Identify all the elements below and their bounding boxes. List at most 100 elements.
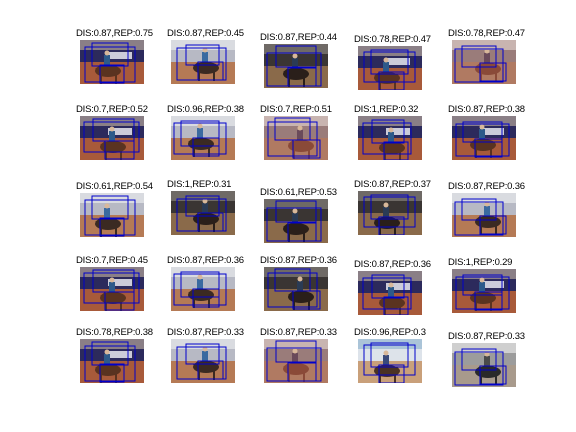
horse-body xyxy=(283,68,309,80)
detection-box xyxy=(455,123,510,157)
banner xyxy=(386,283,410,290)
rider-head xyxy=(292,348,298,354)
arena-wall xyxy=(80,203,144,215)
banner xyxy=(108,279,132,286)
rider-head xyxy=(292,53,298,59)
detection-box xyxy=(378,364,405,383)
horse-photo-thumbnail xyxy=(358,339,422,383)
detection-box xyxy=(461,45,497,68)
detection-box xyxy=(275,200,317,223)
detection-box xyxy=(104,291,135,311)
horse-leg xyxy=(495,376,497,385)
detection-box xyxy=(363,51,416,83)
score-label: DIS:0.7,REP:0.52 xyxy=(76,104,148,115)
horse-body xyxy=(100,141,126,153)
rider xyxy=(292,58,298,68)
horse-leg xyxy=(399,152,401,160)
rider-head xyxy=(104,50,110,56)
horse-body xyxy=(188,138,214,150)
detection-box xyxy=(362,122,412,155)
horse-photo-thumbnail xyxy=(358,46,422,90)
rider-head xyxy=(109,277,115,283)
score-label: DIS:0.87,REP:0.38 xyxy=(448,104,525,115)
score-label: DIS:0.61,REP:0.54 xyxy=(76,181,153,192)
rider xyxy=(197,279,203,289)
horse-photo-thumbnail xyxy=(452,193,516,237)
horse-photo-thumbnail xyxy=(171,191,235,235)
detection-box xyxy=(292,139,321,159)
detection-box xyxy=(383,141,409,160)
rider-head xyxy=(197,274,203,280)
rider xyxy=(202,203,208,213)
score-label: DIS:0.7,REP:0.45 xyxy=(76,255,148,266)
detection-box xyxy=(275,340,317,363)
detection-box xyxy=(454,48,504,83)
detection-box xyxy=(275,45,317,68)
horse-leg xyxy=(100,75,102,84)
horse-leg xyxy=(213,72,215,81)
detection-box xyxy=(474,138,503,158)
detection-box xyxy=(455,276,510,310)
score-label: DIS:0.87,REP:0.33 xyxy=(448,331,525,342)
detection-box xyxy=(185,44,220,66)
detection-box xyxy=(173,122,227,155)
horse-leg xyxy=(399,307,401,315)
horse-body xyxy=(475,216,501,228)
detection-box xyxy=(287,222,317,242)
detection-box xyxy=(180,271,220,298)
score-label: DIS:0.96,REP:0.38 xyxy=(167,104,244,115)
detection-box xyxy=(461,198,497,221)
horse-photo-thumbnail xyxy=(264,199,328,243)
score-label: DIS:0.78,REP:0.38 xyxy=(76,327,153,338)
detection-box xyxy=(370,49,409,75)
horse-leg xyxy=(480,226,482,235)
horse-leg xyxy=(394,82,396,90)
horse-photo-thumbnail xyxy=(80,40,144,84)
score-label: DIS:1,REP:0.31 xyxy=(167,179,232,190)
score-label: DIS:0.78,REP:0.47 xyxy=(448,28,525,39)
rider xyxy=(292,353,298,363)
horse-leg xyxy=(379,82,381,90)
horse-leg xyxy=(495,73,497,82)
banner xyxy=(480,281,504,288)
horse-photo-thumbnail xyxy=(80,267,144,311)
horse-body xyxy=(283,363,309,375)
rider xyxy=(383,207,389,217)
rider xyxy=(202,351,208,361)
horse-photo-thumbnail xyxy=(80,116,144,160)
horse-leg xyxy=(394,375,396,383)
detection-box xyxy=(99,363,125,383)
horse-body xyxy=(288,291,314,303)
score-label: DIS:0.87,REP:0.36 xyxy=(260,255,337,266)
detection-box xyxy=(462,274,503,296)
rider-head xyxy=(388,282,394,288)
detection-box xyxy=(91,195,129,220)
horse-body xyxy=(475,63,501,75)
detection-box xyxy=(371,274,405,299)
horse-photo-thumbnail xyxy=(171,116,235,160)
detection-box xyxy=(363,196,416,228)
rider xyxy=(383,355,389,365)
rider xyxy=(197,128,203,138)
detection-box xyxy=(84,199,136,236)
rider-head xyxy=(383,202,389,208)
rider-head xyxy=(484,48,490,54)
rider xyxy=(202,52,208,62)
horse-leg xyxy=(490,149,492,158)
rider xyxy=(484,53,490,63)
rider xyxy=(484,206,490,216)
rider-head xyxy=(297,276,303,282)
rider-head xyxy=(479,124,485,130)
rider-head xyxy=(109,126,115,132)
rider-head xyxy=(297,125,303,131)
banner xyxy=(108,351,132,358)
banner xyxy=(386,58,410,65)
horse-photo-thumbnail xyxy=(452,269,516,313)
horse-body xyxy=(283,223,309,235)
arena-wall xyxy=(264,126,328,138)
horse-body xyxy=(374,217,400,229)
detection-box xyxy=(91,341,129,366)
horse-leg xyxy=(384,152,386,160)
detection-box xyxy=(180,120,220,147)
horse-leg xyxy=(495,226,497,235)
